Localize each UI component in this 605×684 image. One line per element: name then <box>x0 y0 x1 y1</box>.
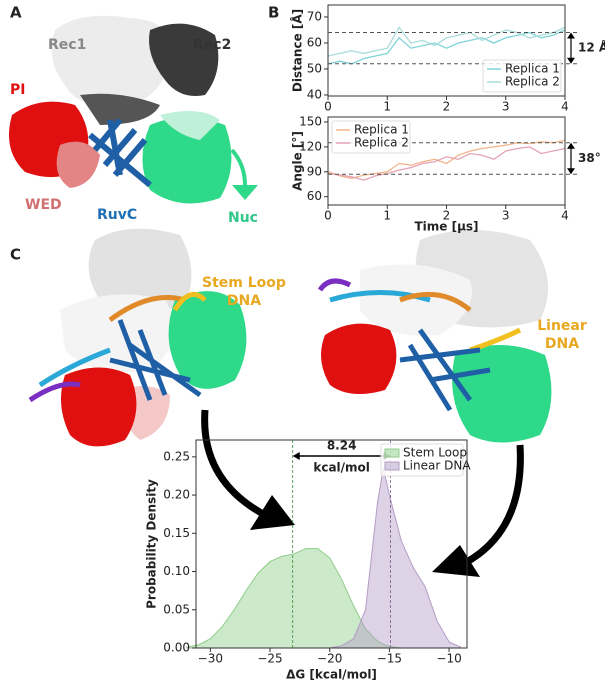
x-tick-label: 2 <box>443 209 451 223</box>
structure-a <box>8 15 258 204</box>
y-tick-label: 0.25 <box>163 449 190 463</box>
x-tick-label: −20 <box>317 652 342 666</box>
y-tick-label: 40 <box>307 87 322 101</box>
y-tick-label: 60 <box>307 189 322 203</box>
plot-frame <box>195 439 468 649</box>
series-line <box>327 26 566 57</box>
annotation: 8.24 <box>327 439 357 453</box>
x-tick-label: −25 <box>257 652 282 666</box>
structure-c-right <box>317 230 552 443</box>
structure-c-left <box>28 228 247 447</box>
structure-label: DNA <box>545 336 579 352</box>
y-tick-label: 120 <box>299 139 322 153</box>
legend-label: Replica 1 <box>505 62 560 76</box>
x-tick-label: 3 <box>502 209 510 223</box>
y-tick-label: 0.10 <box>163 564 190 578</box>
x-tick-label: 4 <box>561 100 569 114</box>
structure-label: DNA <box>227 293 261 309</box>
y-axis-label: Probability Density <box>145 479 159 609</box>
x-tick-label: 3 <box>502 100 510 114</box>
y-tick-label: 0.05 <box>163 602 190 616</box>
x-tick-label: −10 <box>436 652 461 666</box>
legend-box <box>380 443 464 477</box>
y-tick-label: 50 <box>307 61 322 75</box>
structure-label: RuvC <box>97 207 137 223</box>
arrows <box>201 409 524 577</box>
legend-label: Replica 2 <box>505 75 560 89</box>
y-tick-label: 60 <box>307 35 322 49</box>
series-line <box>327 146 566 181</box>
y-axis-label: Angle [°] <box>291 131 305 191</box>
panel-label: B <box>268 4 279 22</box>
x-tick-label: 4 <box>561 209 569 223</box>
x-tick-label: −30 <box>198 652 223 666</box>
y-axis-label: Distance [Å] <box>290 9 305 92</box>
y-tick-label: 150 <box>299 114 322 128</box>
legend-swatch <box>384 461 400 471</box>
structure-label: WED <box>25 197 62 213</box>
structure-label: Rec2 <box>193 37 231 53</box>
y-tick-label: 0.00 <box>163 641 190 655</box>
x-tick-label: 1 <box>383 100 391 114</box>
x-tick-label: 2 <box>443 100 451 114</box>
x-axis-label: ΔG [kcal/mol] <box>286 668 377 681</box>
structure-label: Rec1 <box>48 37 86 53</box>
annotation: 12 Å <box>578 40 605 55</box>
x-axis-label: Time [μs] <box>414 220 478 234</box>
legend-label: Stem Loop <box>403 446 467 460</box>
legend-label: Replica 1 <box>354 123 409 137</box>
y-tick-label: 0.20 <box>163 488 190 502</box>
density-area <box>186 548 462 648</box>
legend-label: Linear DNA <box>403 459 471 473</box>
structure-label: Stem Loop <box>202 275 286 291</box>
y-tick-label: 70 <box>307 9 322 23</box>
y-tick-label: 0.15 <box>163 526 190 540</box>
x-tick-label: −15 <box>377 652 402 666</box>
series-line <box>327 29 566 65</box>
panel-label: A <box>10 4 22 22</box>
y-tick-label: 90 <box>307 164 322 178</box>
x-tick-label: 0 <box>324 100 332 114</box>
panel-label: C <box>10 246 21 264</box>
structure-label: Nuc <box>228 210 258 226</box>
legend-box <box>482 59 562 93</box>
legend-label: Replica 2 <box>354 136 409 150</box>
series-line <box>327 139 566 180</box>
legend-box <box>331 120 411 154</box>
structure-label: Linear <box>537 318 587 334</box>
legend-swatch <box>384 448 400 458</box>
x-tick-label: 0 <box>324 209 332 223</box>
structure-label: PI <box>10 82 25 98</box>
x-tick-label: 1 <box>383 209 391 223</box>
annotation: kcal/mol <box>313 461 370 475</box>
annotation: 38° <box>578 151 601 165</box>
density-area <box>186 468 462 648</box>
